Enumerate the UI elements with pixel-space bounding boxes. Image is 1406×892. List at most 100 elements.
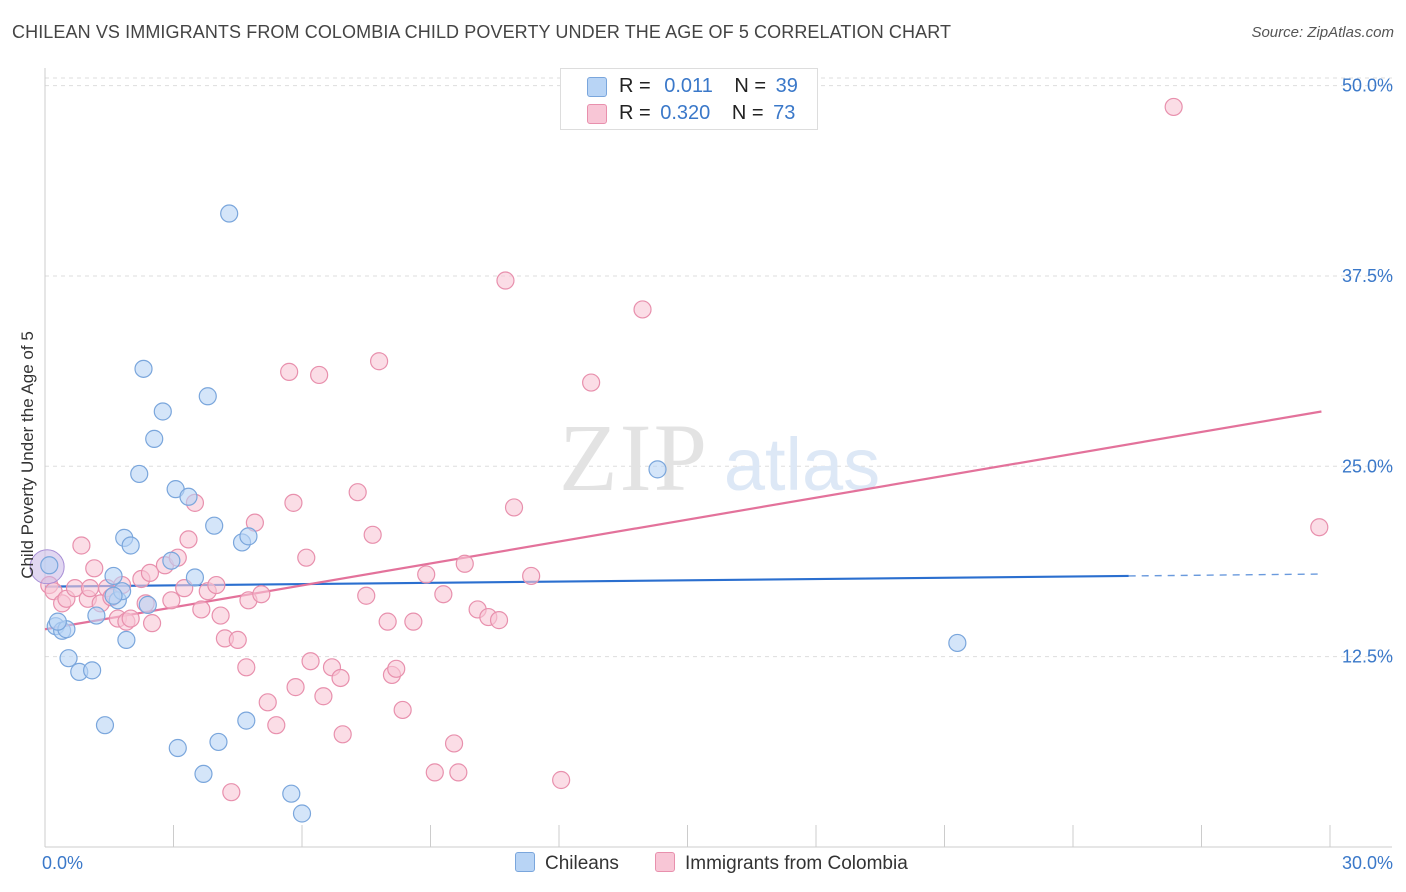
colombia-point (284, 493, 303, 512)
tick-labels: 12.5% 25.0% 37.5% 50.0% 0.0% 30.0% (42, 76, 1393, 873)
chileans-point (104, 566, 123, 586)
colombia-point (633, 300, 652, 319)
colombia-point (85, 559, 104, 578)
source-label: Source: ZipAtlas.com (1251, 24, 1394, 41)
legend-swatch-blue (515, 852, 535, 872)
chileans-point (130, 464, 149, 484)
chileans-point (162, 551, 181, 570)
colombia-point (393, 700, 412, 720)
colombia-point (192, 600, 211, 619)
colombia-point (434, 585, 453, 604)
y-tick-label: 12.5% (1342, 647, 1393, 667)
colombia-point (228, 630, 247, 650)
x-tick-label: 30.0% (1342, 853, 1393, 873)
chart-title: CHILEAN VS IMMIGRANTS FROM COLOMBIA CHIL… (12, 22, 952, 42)
colombia-point (142, 614, 162, 633)
colombia-point (425, 763, 444, 782)
series-colombia-points (29, 97, 1329, 802)
chileans-point (648, 460, 667, 479)
colombia-point (280, 362, 299, 381)
y-tick-label: 25.0% (1342, 456, 1393, 476)
colombia-point (370, 352, 389, 371)
chileans-point (121, 536, 140, 555)
colombia-point (162, 591, 181, 610)
colombia-point (417, 565, 436, 584)
legend-r-value: 0.320 (660, 102, 711, 124)
colombia-point (378, 612, 397, 631)
colombia-point (489, 611, 509, 630)
y-tick-label: 50.0% (1342, 76, 1393, 96)
colombia-point (333, 725, 352, 744)
legend-n-value: 73 (773, 102, 796, 124)
chileans-point (185, 568, 205, 587)
trend-line-chileans-dashed (1128, 573, 1322, 577)
legend-n-label: N = (731, 102, 764, 124)
legend-r-label: R = (619, 102, 651, 124)
colombia-point (1310, 518, 1329, 537)
colombia-point (455, 554, 474, 573)
colombia-point (222, 783, 241, 802)
chileans-point (198, 387, 217, 406)
chileans-point (145, 429, 164, 448)
colombia-point (267, 716, 286, 735)
chileans-point (194, 764, 213, 784)
legend-swatch-blue (587, 77, 607, 97)
colombia-point (314, 687, 333, 706)
colombia-point (207, 575, 226, 595)
chileans-point (948, 633, 967, 653)
watermark: ZIP atlas (559, 404, 880, 511)
colombia-point (258, 693, 277, 712)
chileans-point (209, 732, 228, 752)
chileans-point (95, 716, 115, 735)
colombia-point (80, 579, 100, 598)
chileans-point (179, 487, 198, 506)
chileans-point (134, 359, 153, 378)
y-tick-label: 37.5% (1342, 266, 1393, 286)
colombia-point (496, 271, 515, 290)
colombia-point (310, 365, 329, 385)
colombia-point (179, 530, 198, 549)
series-chileans-points (40, 204, 967, 823)
watermark-zip: ZIP (559, 404, 709, 511)
chileans-point (282, 784, 301, 803)
colombia-point (357, 586, 376, 605)
chileans-point (205, 516, 224, 535)
colombia-point (552, 770, 571, 790)
colombia-point (140, 563, 160, 583)
watermark-atlas: atlas (724, 423, 880, 506)
colombia-point (504, 498, 524, 517)
colombia-point (301, 652, 320, 671)
colombia-point (297, 548, 316, 567)
chileans-point (104, 586, 123, 605)
colombia-point (237, 658, 256, 677)
colombia-point (331, 668, 350, 688)
legend-swatch-pink (655, 852, 675, 872)
legend-swatch-pink (587, 104, 607, 124)
grid-lines (45, 77, 1392, 658)
trend-line-chileans (44, 574, 1129, 588)
legend-n-label: N = (734, 75, 767, 97)
colombia-point (72, 536, 91, 555)
chileans-point (220, 204, 239, 223)
colombia-point (1164, 97, 1183, 117)
chileans-point (237, 711, 256, 730)
legend-n-value: 39 (775, 75, 798, 97)
chileans-point (138, 595, 157, 614)
colombia-point (522, 566, 541, 586)
legend-item-colombia: Immigrants from Colombia (655, 852, 908, 875)
legend-r-value: 0.011 (664, 75, 713, 97)
colombia-point (121, 609, 140, 628)
chileans-point (48, 612, 67, 631)
colombia-point (348, 483, 367, 502)
chileans-point (40, 556, 59, 575)
legend-label-chileans: Chileans (545, 853, 619, 874)
y-axis-label: Child Poverty Under the Age of 5 (18, 331, 37, 579)
correlation-legend: R = 0.011 N = 39 R = 0.320 N = 73 (560, 68, 818, 130)
chileans-point (292, 804, 312, 823)
chileans-point (239, 527, 258, 546)
colombia-point (449, 763, 468, 782)
colombia-point (404, 612, 423, 631)
colombia-point (363, 525, 382, 544)
chileans-point (87, 606, 106, 625)
